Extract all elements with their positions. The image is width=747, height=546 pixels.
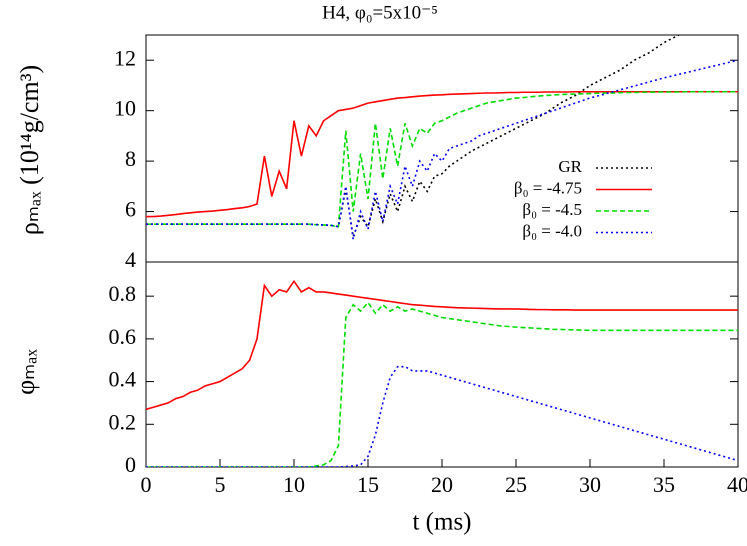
- y-tick-label: 0.8: [109, 281, 137, 306]
- y-tick-label: 0: [125, 452, 136, 477]
- y-axis-label: φₘₐₓ: [11, 349, 40, 395]
- chart-title: H4, φ₀=5x10⁻⁵: [322, 2, 438, 23]
- legend-label: GR: [558, 157, 582, 176]
- plot-frame: [145, 34, 739, 263]
- x-tick-label: 15: [357, 472, 379, 497]
- x-tick-label: 25: [505, 472, 527, 497]
- x-tick-label: 5: [215, 472, 226, 497]
- y-tick-label: 0.4: [109, 367, 137, 392]
- x-tick-label: 30: [579, 472, 601, 497]
- data-line: [146, 35, 680, 238]
- x-tick-label: 20: [431, 472, 453, 497]
- legend-label: β₀ = -4.0: [522, 221, 582, 240]
- y-tick-label: 4: [125, 247, 136, 272]
- x-tick-label: 40: [727, 472, 747, 497]
- x-tick-label: 10: [283, 472, 305, 497]
- y-tick-label: 0.2: [109, 409, 137, 434]
- y-tick-label: 6: [125, 197, 136, 222]
- data-line: [146, 365, 738, 467]
- data-line: [146, 90, 738, 218]
- y-tick-label: 8: [125, 146, 136, 171]
- y-tick-label: 12: [114, 45, 136, 70]
- plot-area: [146, 279, 738, 467]
- x-tick-label: 35: [653, 472, 675, 497]
- plot-frame: [145, 261, 739, 468]
- data-line: [146, 301, 738, 467]
- data-line: [146, 59, 738, 240]
- legend-label: β₀ = -4.5: [522, 200, 582, 219]
- y-axis-label: ρₘₐₓ (10¹⁴g/cm³): [15, 65, 44, 235]
- data-line: [146, 90, 738, 228]
- y-tick-label: 10: [114, 96, 136, 121]
- x-axis-label: t (ms): [412, 509, 471, 536]
- x-tick-label: 0: [141, 472, 152, 497]
- plot-area: [146, 35, 738, 240]
- legend-label: β₀ = -4.75: [514, 178, 582, 197]
- data-line: [146, 279, 738, 411]
- y-tick-label: 0.6: [109, 324, 137, 349]
